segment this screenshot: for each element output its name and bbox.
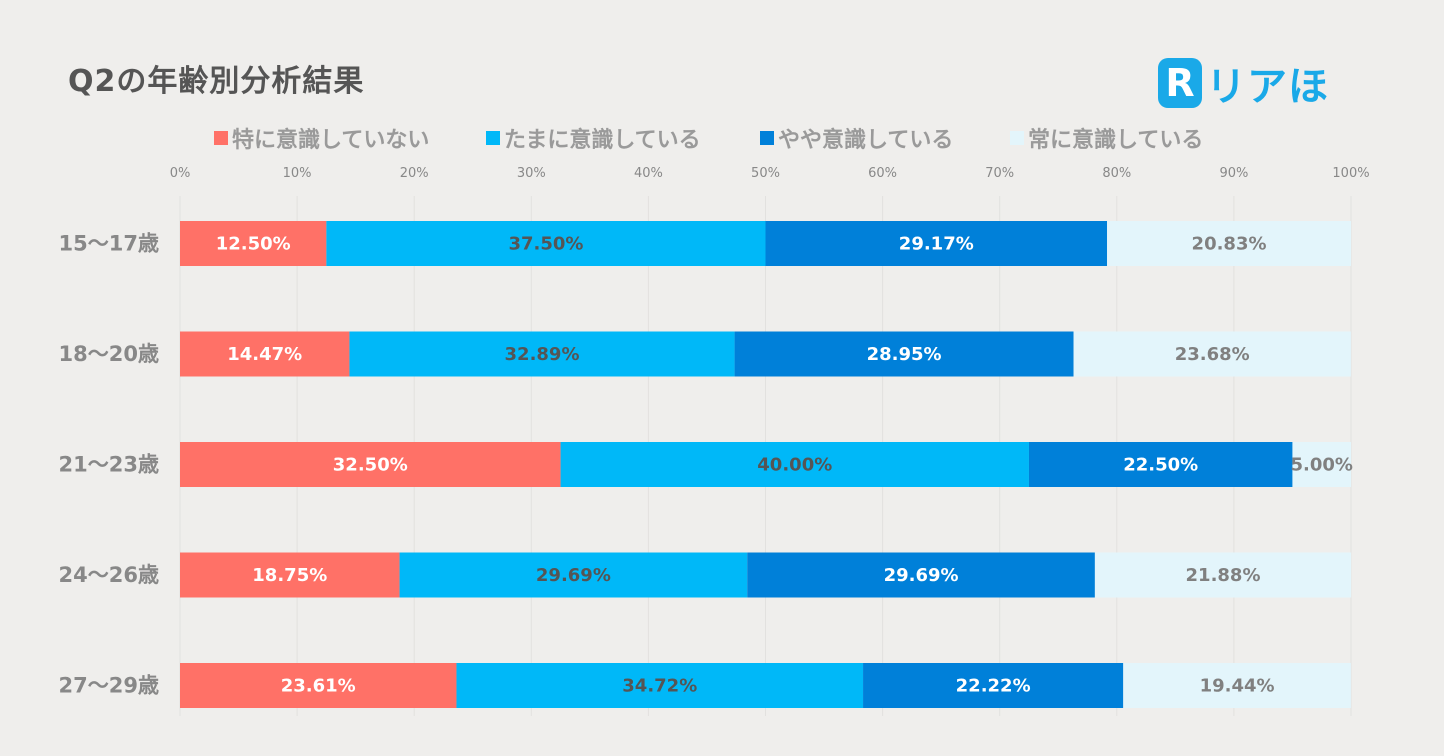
bar-segment (399, 552, 748, 598)
data-label: 29.69% (884, 565, 959, 586)
bar-segment (734, 331, 1074, 377)
category-label: 21〜23歳 (59, 453, 159, 477)
riaho-logo: R リアほ (1158, 58, 1329, 110)
bar-segment (456, 663, 864, 708)
bar-segment (1028, 442, 1293, 487)
bar-segment (1292, 442, 1351, 487)
x-tick-label: 10% (283, 166, 312, 181)
x-tick-label: 80% (1102, 166, 1131, 181)
legend-swatch-4 (1010, 131, 1024, 145)
legend-item-1: 特に意識していない (214, 122, 429, 154)
data-label: 23.68% (1175, 344, 1250, 365)
bar-segment (560, 442, 1029, 487)
data-label: 40.00% (757, 455, 832, 476)
data-label: 32.50% (333, 455, 408, 476)
bar-segment (1073, 331, 1351, 377)
data-label: 28.95% (867, 344, 942, 365)
data-label: 20.83% (1192, 234, 1267, 255)
data-label: 14.47% (227, 344, 302, 365)
legend-item-3: やや意識している (760, 122, 953, 154)
x-tick-label: 90% (1219, 166, 1248, 181)
chart-title: Q2の年齢別分析結果 (68, 64, 365, 99)
logo-mark-letter: R (1165, 61, 1194, 105)
data-label: 22.50% (1123, 455, 1198, 476)
x-tick-label: 60% (868, 166, 897, 181)
bar-segment (765, 221, 1108, 266)
data-label: 29.69% (536, 565, 611, 586)
x-tick-label: 30% (517, 166, 546, 181)
data-label: 22.22% (956, 676, 1031, 697)
x-tick-label: 70% (985, 166, 1014, 181)
x-tick-label: 20% (400, 166, 429, 181)
bar-segment (349, 331, 735, 377)
bar-segment (180, 442, 561, 487)
legend-item-2: たまに意識している (486, 122, 701, 154)
data-label: 29.17% (899, 234, 974, 255)
category-label: 15〜17歳 (59, 232, 159, 256)
category-label: 18〜20歳 (59, 342, 159, 366)
bar-segment (1123, 663, 1351, 708)
bar-segment (1094, 552, 1352, 598)
bar-segment (180, 663, 457, 708)
data-label: 23.61% (281, 676, 356, 697)
legend: 特に意識していない たまに意識している やや意識している 常に意識している (214, 122, 1404, 154)
data-label: 18.75% (252, 565, 327, 586)
data-label: 32.89% (505, 344, 580, 365)
bar-segment (180, 552, 400, 598)
bar-segment (747, 552, 1095, 598)
data-label: 19.44% (1200, 676, 1275, 697)
data-label: 21.88% (1186, 565, 1261, 586)
data-label: 34.72% (622, 676, 697, 697)
category-label: 24〜26歳 (59, 563, 159, 587)
data-label: 12.50% (216, 234, 291, 255)
legend-label-1: 特に意識していない (232, 128, 430, 153)
logo-text: リアほ (1206, 64, 1329, 110)
legend-label-4: 常に意識している (1028, 128, 1204, 153)
legend-swatch-2 (486, 131, 500, 145)
bar-segment (180, 331, 350, 377)
legend-label-3: やや意識している (778, 128, 954, 153)
data-label: 37.50% (508, 234, 583, 255)
bar-segment (180, 221, 327, 266)
bar-segment (863, 663, 1124, 708)
bar-segment (326, 221, 766, 266)
data-label: 5.00% (1290, 455, 1352, 476)
x-tick-label: 100% (1332, 166, 1369, 181)
legend-label-2: たまに意識している (504, 128, 701, 153)
legend-item-4: 常に意識している (1010, 122, 1203, 154)
x-tick-label: 40% (634, 166, 663, 181)
x-tick-label: 0% (170, 166, 191, 181)
legend-swatch-1 (214, 131, 228, 145)
logo-r-icon: R (1158, 58, 1202, 108)
x-tick-label: 50% (751, 166, 780, 181)
bar-segment (1107, 221, 1351, 266)
category-label: 27〜29歳 (59, 674, 159, 698)
legend-swatch-3 (760, 131, 774, 145)
